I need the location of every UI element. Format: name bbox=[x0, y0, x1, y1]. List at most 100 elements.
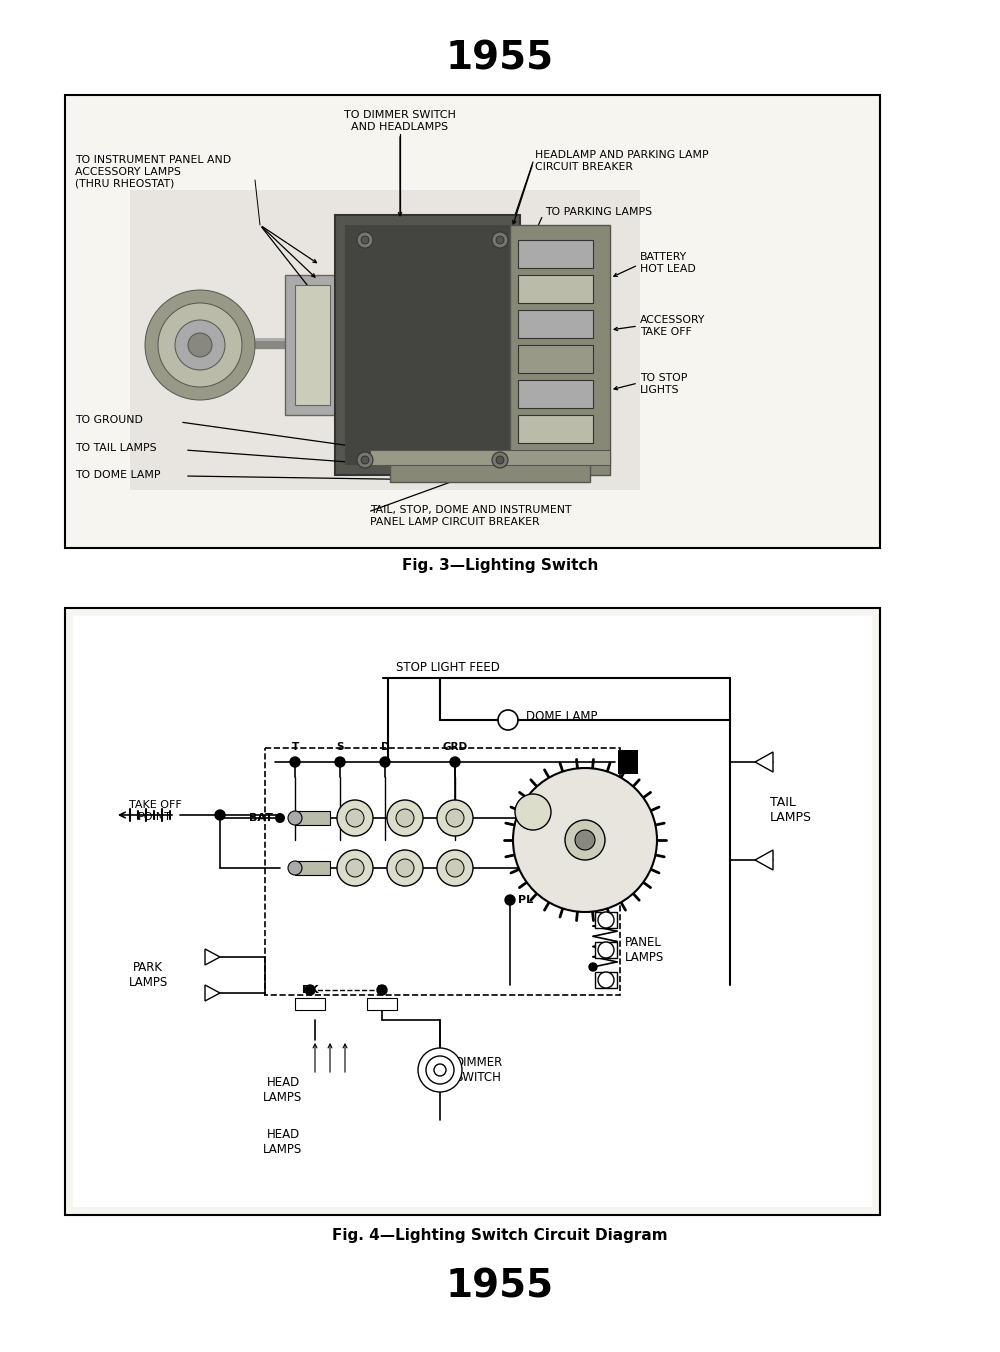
Circle shape bbox=[426, 1056, 454, 1084]
Text: TAKE OFF: TAKE OFF bbox=[640, 327, 692, 337]
Circle shape bbox=[450, 757, 460, 767]
Circle shape bbox=[396, 808, 414, 827]
Text: ACCESSORY: ACCESSORY bbox=[640, 315, 705, 324]
Text: BAT: BAT bbox=[249, 813, 273, 823]
Bar bbox=[518, 345, 593, 373]
Bar bbox=[265, 748, 620, 995]
Polygon shape bbox=[205, 986, 220, 1000]
Text: PK: PK bbox=[302, 986, 318, 995]
Bar bbox=[295, 811, 330, 825]
Circle shape bbox=[598, 972, 614, 988]
Text: TO INSTRUMENT PANEL AND: TO INSTRUMENT PANEL AND bbox=[75, 155, 231, 165]
Text: 1955: 1955 bbox=[446, 41, 554, 78]
Circle shape bbox=[337, 800, 373, 836]
Circle shape bbox=[305, 986, 315, 995]
Text: DIMMER
SWITCH: DIMMER SWITCH bbox=[455, 1056, 503, 1084]
Polygon shape bbox=[755, 850, 773, 869]
Text: TAIL, STOP, DOME AND INSTRUMENT: TAIL, STOP, DOME AND INSTRUMENT bbox=[370, 506, 572, 515]
Bar bbox=[367, 998, 397, 1010]
Text: TO TAIL LAMPS: TO TAIL LAMPS bbox=[75, 443, 157, 453]
Text: TAKE OFF: TAKE OFF bbox=[129, 800, 181, 810]
Text: POINT: POINT bbox=[138, 813, 172, 822]
Bar bbox=[345, 224, 510, 465]
Bar bbox=[370, 450, 610, 465]
Text: PARK
LAMPS: PARK LAMPS bbox=[128, 961, 168, 990]
Text: HEADLAMP AND PARKING LAMP: HEADLAMP AND PARKING LAMP bbox=[535, 150, 709, 160]
Circle shape bbox=[357, 233, 373, 247]
Text: PANEL
LAMPS: PANEL LAMPS bbox=[625, 936, 664, 964]
Circle shape bbox=[437, 850, 473, 886]
Circle shape bbox=[434, 1064, 446, 1076]
Circle shape bbox=[387, 800, 423, 836]
Circle shape bbox=[446, 808, 464, 827]
Text: HEAD
LAMPS: HEAD LAMPS bbox=[263, 1076, 303, 1105]
Polygon shape bbox=[205, 949, 220, 965]
Circle shape bbox=[513, 768, 657, 913]
Bar bbox=[595, 913, 617, 927]
Bar bbox=[390, 460, 590, 483]
Bar bbox=[518, 274, 593, 303]
Circle shape bbox=[505, 895, 515, 904]
Text: T: T bbox=[291, 742, 299, 752]
Circle shape bbox=[346, 808, 364, 827]
Circle shape bbox=[215, 810, 225, 821]
Polygon shape bbox=[755, 752, 773, 772]
Circle shape bbox=[275, 813, 285, 823]
Text: Fig. 4—Lighting Switch Circuit Diagram: Fig. 4—Lighting Switch Circuit Diagram bbox=[332, 1228, 668, 1242]
Circle shape bbox=[361, 237, 369, 243]
Circle shape bbox=[492, 233, 508, 247]
Circle shape bbox=[492, 452, 508, 468]
Circle shape bbox=[337, 850, 373, 886]
Circle shape bbox=[335, 757, 345, 767]
Circle shape bbox=[290, 757, 300, 767]
Circle shape bbox=[188, 333, 212, 357]
Bar bbox=[335, 215, 520, 475]
Circle shape bbox=[288, 861, 302, 875]
Text: S: S bbox=[336, 742, 344, 752]
Bar bbox=[618, 750, 638, 773]
Text: D: D bbox=[381, 742, 389, 752]
Bar bbox=[518, 241, 593, 268]
Circle shape bbox=[377, 986, 387, 995]
Circle shape bbox=[145, 289, 255, 400]
Bar bbox=[65, 608, 880, 1215]
Circle shape bbox=[387, 850, 423, 886]
Bar bbox=[73, 617, 872, 1207]
Text: TO DIMMER SWITCH: TO DIMMER SWITCH bbox=[344, 110, 456, 120]
Text: 1955: 1955 bbox=[446, 1268, 554, 1306]
Text: TO GROUND: TO GROUND bbox=[75, 415, 143, 425]
Text: TAIL
LAMPS: TAIL LAMPS bbox=[770, 796, 812, 823]
Text: DOME LAMP: DOME LAMP bbox=[526, 710, 598, 722]
Bar bbox=[295, 861, 330, 875]
Circle shape bbox=[498, 710, 518, 730]
Circle shape bbox=[496, 237, 504, 243]
Circle shape bbox=[346, 859, 364, 877]
Circle shape bbox=[598, 942, 614, 959]
Text: TO PARKING LAMPS: TO PARKING LAMPS bbox=[545, 207, 652, 218]
Text: CIRCUIT BREAKER: CIRCUIT BREAKER bbox=[535, 162, 633, 172]
Circle shape bbox=[565, 821, 605, 860]
Text: PL: PL bbox=[518, 895, 533, 904]
Circle shape bbox=[288, 811, 302, 825]
Text: AND HEADLAMPS: AND HEADLAMPS bbox=[351, 122, 449, 132]
Text: H: H bbox=[377, 986, 387, 995]
Text: TO DOME LAMP: TO DOME LAMP bbox=[75, 470, 160, 480]
Circle shape bbox=[515, 794, 551, 830]
Text: (THRU RHEOSTAT): (THRU RHEOSTAT) bbox=[75, 178, 174, 189]
Circle shape bbox=[357, 452, 373, 468]
Circle shape bbox=[437, 800, 473, 836]
Circle shape bbox=[598, 913, 614, 927]
Bar bbox=[518, 380, 593, 408]
Circle shape bbox=[496, 456, 504, 464]
Bar bbox=[518, 310, 593, 338]
Bar bbox=[510, 224, 610, 475]
Circle shape bbox=[361, 456, 369, 464]
Bar bbox=[65, 95, 880, 548]
Circle shape bbox=[380, 757, 390, 767]
Bar bbox=[595, 972, 617, 988]
Bar bbox=[595, 942, 617, 959]
Text: PANEL LAMP CIRCUIT BREAKER: PANEL LAMP CIRCUIT BREAKER bbox=[370, 516, 540, 527]
Text: HOT LEAD: HOT LEAD bbox=[640, 264, 696, 274]
Bar bbox=[518, 415, 593, 443]
Text: Fig. 3—Lighting Switch: Fig. 3—Lighting Switch bbox=[402, 558, 598, 573]
